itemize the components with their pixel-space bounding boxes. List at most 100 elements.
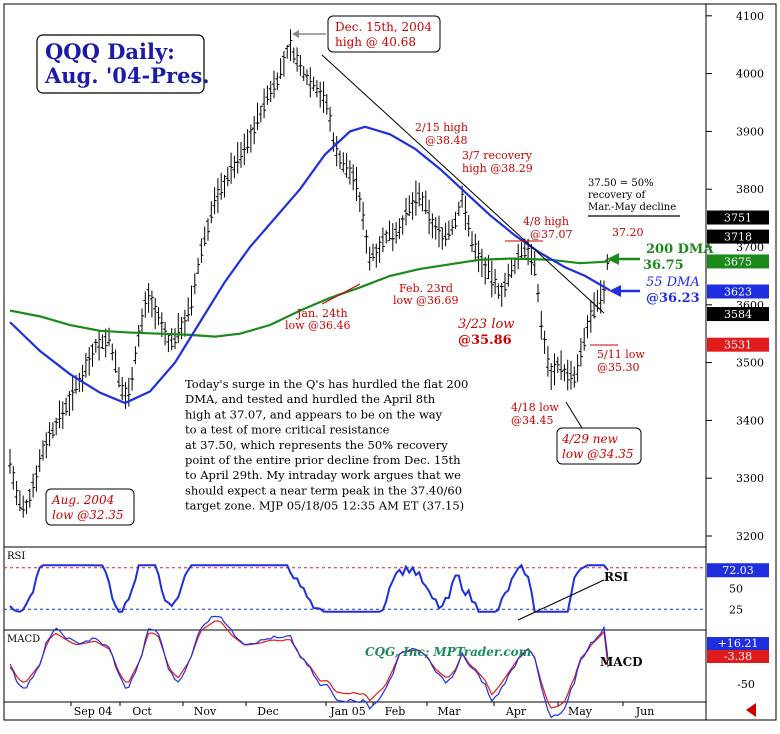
commentary-line: high at 37.07, and appears to be on the … <box>185 407 443 421</box>
apr8-line1: 4/8 high <box>523 215 569 228</box>
commentary: Today's surge in the Q's has hurdled the… <box>185 377 468 513</box>
right-axis-panel <box>705 3 777 721</box>
macd-signal-tag <box>707 650 769 663</box>
chart-subtitle: Aug. '04-Pres. <box>44 63 210 88</box>
macd-line <box>9 615 609 719</box>
may11-line1: 5/11 low <box>597 348 645 361</box>
val-3720: 37.20 <box>612 226 644 239</box>
title-box <box>36 34 205 94</box>
apr29-box <box>556 427 642 465</box>
rsi-panel-frame <box>3 546 707 631</box>
commentary-line: Today's surge in the Q's has hurdled the… <box>185 377 468 391</box>
dec15-line2: high @ 40.68 <box>335 35 416 49</box>
dma200-label: 200 DMA <box>646 242 714 257</box>
x-tick-label: Jun <box>635 705 655 718</box>
y-tick-label: 4000 <box>736 68 764 81</box>
chart-title: QQQ Daily: <box>45 39 175 64</box>
apr29-pointer <box>565 401 583 429</box>
x-tick-label: Dec <box>257 705 279 718</box>
x-tick-label: Apr <box>505 705 527 718</box>
y-tick-label: 4100 <box>736 10 764 23</box>
apr8-line2: @37.07 <box>530 228 573 241</box>
aug-line2: low @32.35 <box>52 508 124 522</box>
rsi-current-tag <box>707 563 769 578</box>
x-tick-label: Mar <box>437 705 461 718</box>
dma55-arrowhead <box>609 285 621 297</box>
aug-box <box>45 488 135 526</box>
rsi-tick-label: 25 <box>729 603 743 616</box>
jan24-line1: Jan. 24th <box>296 307 348 320</box>
commentary-line: to April 29th. My intraday work argues t… <box>185 468 461 482</box>
rsi-trendline <box>517 579 605 621</box>
dec15-box <box>327 15 441 53</box>
55-dma-line <box>9 125 611 405</box>
dma55-label: 55 DMA <box>646 275 700 290</box>
commentary-line: to a test of more critical resistance <box>185 423 390 437</box>
macd-label: MACD <box>600 655 643 669</box>
macd-panel-frame <box>3 629 707 703</box>
may11-line2: @35.30 <box>597 361 640 374</box>
mar23-line1: 3/23 low <box>458 317 514 332</box>
scroll-left-icon[interactable] <box>746 703 756 717</box>
price-tag-label: 3623 <box>724 286 752 299</box>
rsi-line <box>9 563 609 613</box>
dec15-arrowhead <box>292 30 299 38</box>
rsi-tag: RSI <box>7 551 25 562</box>
mar23-line2: @35.86 <box>458 333 512 348</box>
y-tick-label: 3700 <box>736 241 764 254</box>
macd-current-tag <box>707 637 769 650</box>
dec15-line1: Dec. 15th, 2004 <box>335 20 432 34</box>
price-tag <box>707 337 769 352</box>
commentary-line: at 37.50, which represents the 50% recov… <box>185 438 448 452</box>
price-tag-label: 3584 <box>724 308 752 321</box>
price-tag-label: 3751 <box>724 212 752 225</box>
macd-signal-value: -3.38 <box>724 650 752 663</box>
x-tick-label: Nov <box>194 705 217 718</box>
dma200-arrowhead <box>607 253 619 265</box>
y-tick-label: 3300 <box>736 472 764 485</box>
recovery-line3: Mar.-May decline <box>588 202 676 213</box>
source-credit: CQG, Inc; MPTrader.com <box>365 645 531 659</box>
y-tick-label: 3500 <box>736 357 764 370</box>
commentary-line: point of the entire prior decline from D… <box>185 453 461 467</box>
200-dma-line <box>9 257 611 338</box>
apr29-line2: low @34.35 <box>562 447 634 461</box>
macd-current-value: +16.21 <box>718 637 759 650</box>
feb23-line1: Feb. 23rd <box>399 282 453 295</box>
mar7-line1: 3/7 recovery <box>462 149 533 162</box>
x-tick-label: Oct <box>132 705 152 718</box>
price-tag-label: 3718 <box>724 231 752 244</box>
feb15-line1: 2/15 high <box>415 121 468 134</box>
jan24-line2: low @36.46 <box>285 319 351 332</box>
price-tag-label: 3531 <box>724 339 752 352</box>
y-tick-label: 3200 <box>736 530 764 543</box>
downtrend-line <box>321 54 605 314</box>
apr29-line1: 4/29 new <box>561 432 619 446</box>
rsi-label: RSI <box>604 570 629 584</box>
recovery-line1: 37.50 = 50% <box>588 178 654 189</box>
jan24-pointer <box>321 283 361 305</box>
macd-tick-label: -50 <box>737 678 755 691</box>
price-tag <box>707 210 769 225</box>
x-tick-label: Jan 05 <box>329 705 366 718</box>
price-tag <box>707 284 769 299</box>
feb23-line2: low @36.69 <box>393 294 459 307</box>
feb15-line2: @38.48 <box>425 134 468 147</box>
dma200-value: 36.75 <box>643 258 684 273</box>
macd-tag: MACD <box>7 634 40 645</box>
commentary-line: should expect a near term peak in the 37… <box>185 483 462 497</box>
rsi-current-value: 72.03 <box>722 564 754 577</box>
apr18-line1: 4/18 low <box>511 401 559 414</box>
y-tick-label: 3900 <box>736 125 764 138</box>
recovery-line2: recovery of <box>588 190 647 201</box>
x-tick-label: Feb <box>385 705 406 718</box>
aug-line1: Aug. 2004 <box>51 493 114 507</box>
y-tick-label: 3800 <box>736 183 764 196</box>
price-tag-label: 3675 <box>724 255 752 268</box>
price-tag <box>707 229 769 244</box>
x-tick-label: Sep 04 <box>74 705 113 718</box>
apr18-line2: @34.45 <box>511 414 554 427</box>
price-tag <box>707 307 769 322</box>
x-tick-label: May <box>568 705 593 718</box>
